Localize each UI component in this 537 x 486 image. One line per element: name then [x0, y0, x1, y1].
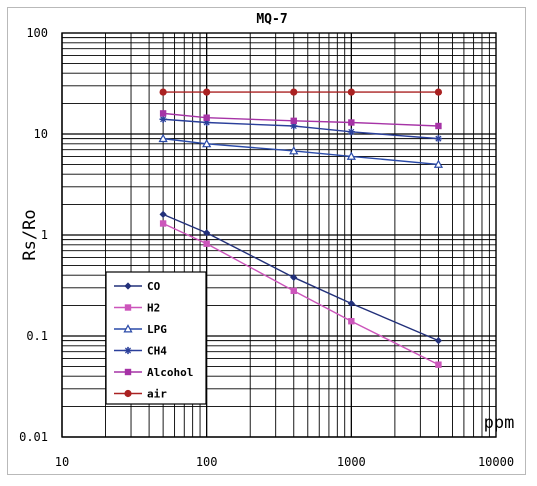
data-point-alcohol: [435, 122, 442, 130]
data-point-co: [290, 273, 298, 282]
y-tick-label: 100: [26, 26, 48, 40]
legend-label: LPG: [147, 323, 167, 336]
y-tick-label: 0.01: [19, 430, 48, 444]
data-point-air: [290, 88, 298, 96]
legend: CO H2 LPG CH4 Alcohol air: [105, 271, 207, 405]
plot-border: [61, 32, 497, 438]
data-point-co: [434, 337, 443, 345]
x-axis-label: ppm: [484, 413, 515, 433]
data-point-lpg: [289, 146, 299, 155]
data-point-co: [159, 210, 167, 218]
series-layer: [158, 88, 444, 368]
legend-marker: [124, 368, 132, 376]
y-tick-label: 1: [41, 228, 48, 242]
data-point-h2: [348, 318, 355, 325]
legend-marker: [124, 282, 132, 290]
data-point-lpg: [433, 159, 444, 168]
legend-item-lpg: LPG: [114, 323, 167, 336]
data-point-h2: [435, 361, 442, 368]
series-alcohol: [159, 110, 442, 130]
series-air: [159, 88, 443, 96]
data-point-h2: [203, 240, 210, 247]
legend-label: CH4: [147, 345, 167, 358]
data-point-lpg: [158, 133, 168, 143]
axis-tick-labels: 10 100 1000 10000 100 10 1 0.1 0.01: [19, 26, 514, 469]
data-point-co: [203, 229, 211, 237]
x-tick-label: 1000: [337, 455, 366, 469]
data-point-air: [159, 88, 167, 96]
y-tick-label: 10: [34, 127, 48, 141]
x-tick-label: 10000: [478, 455, 514, 469]
legend-label: air: [147, 388, 167, 401]
data-point-ch4: [434, 135, 443, 143]
series-line-lpg: [163, 137, 439, 166]
data-point-h2: [159, 220, 167, 227]
chart-frame: [7, 7, 526, 475]
data-point-lpg: [346, 151, 356, 160]
legend-item-co: CO: [114, 280, 161, 293]
legend-label: CO: [147, 280, 161, 293]
legend-marker: [123, 324, 133, 333]
legend-item-alcohol: Alcohol: [114, 366, 193, 379]
x-tick-label: 10: [55, 455, 69, 469]
data-point-alcohol: [348, 119, 355, 126]
chart-title: MQ-7: [256, 12, 287, 27]
legend-item-h2: H2: [114, 302, 160, 315]
y-axis-label: Rs/Ro: [20, 209, 40, 260]
legend-marker: [124, 304, 132, 311]
x-tick-label: 100: [196, 455, 218, 469]
data-point-h2: [290, 287, 297, 295]
data-point-ch4: [347, 128, 355, 136]
data-point-air: [347, 88, 355, 96]
series-h2: [159, 220, 442, 368]
series-lpg: [158, 133, 444, 168]
data-point-alcohol: [203, 114, 210, 121]
legend-box: [105, 271, 207, 405]
data-point-co: [347, 299, 355, 308]
legend-marker: [124, 346, 132, 355]
data-point-alcohol: [290, 117, 297, 125]
series-ch4: [159, 115, 443, 143]
legend-label: H2: [147, 302, 160, 315]
legend-item-ch4: CH4: [114, 345, 167, 358]
y-tick-label: 0.1: [26, 329, 48, 343]
legend-item-air: air: [114, 388, 167, 401]
data-point-air: [203, 88, 211, 96]
legend-label: Alcohol: [147, 366, 193, 379]
data-point-alcohol: [159, 110, 167, 117]
data-point-air: [434, 88, 443, 96]
data-point-lpg: [202, 138, 212, 148]
legend-marker: [124, 389, 132, 398]
data-point-ch4: [159, 115, 167, 123]
series-co: [159, 210, 443, 345]
